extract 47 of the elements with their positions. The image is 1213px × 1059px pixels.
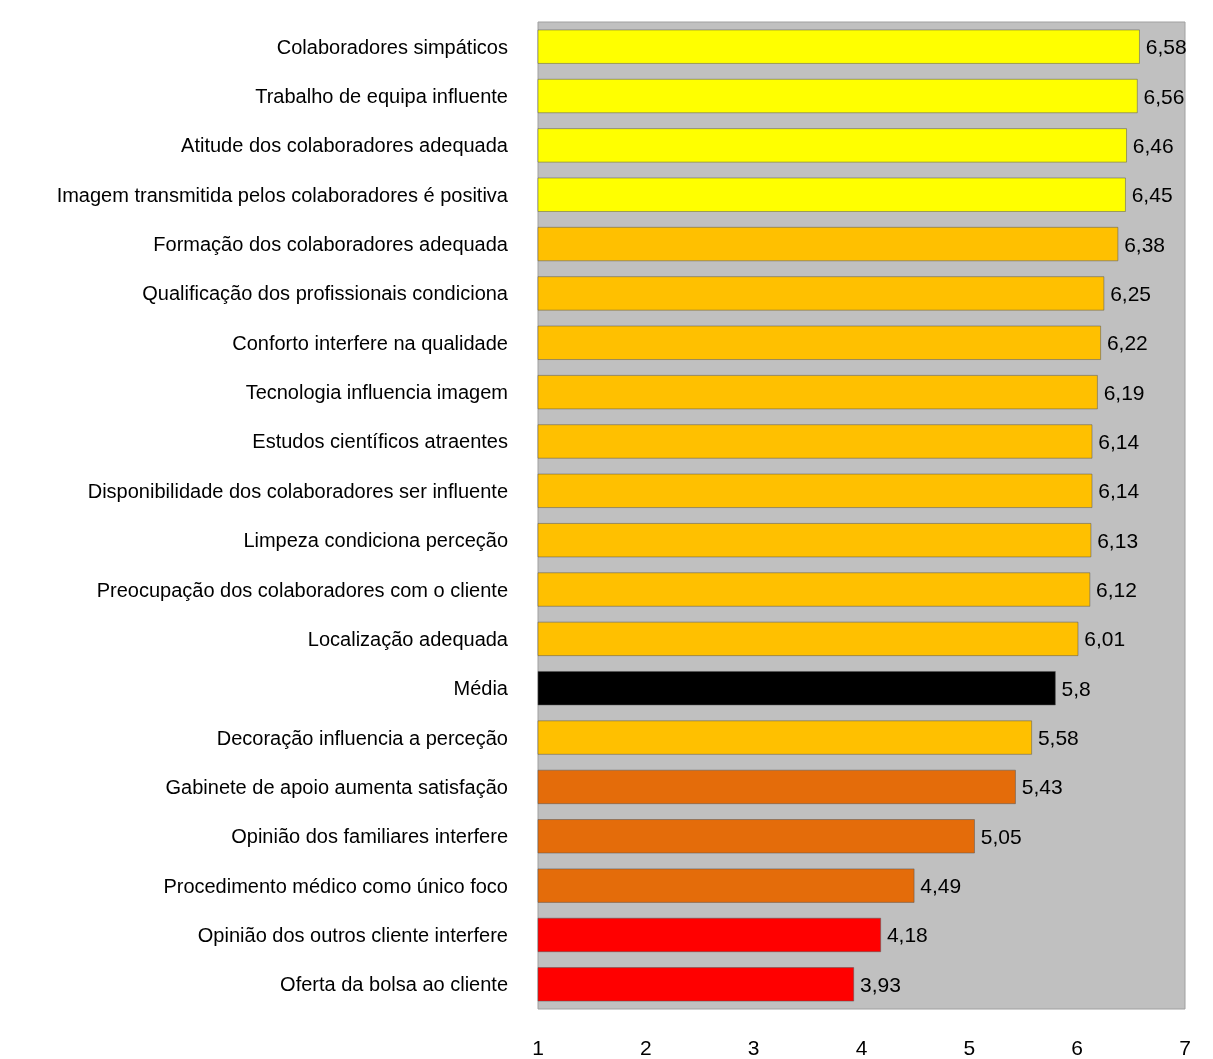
y-tick-label: Imagem transmitida pelos colaboradores é positiva (56, 183, 509, 206)
data-label: 5,58 (1037, 726, 1079, 750)
y-tick-label: Decoração influencia a perceção (216, 726, 508, 749)
data-label: 6,25 (1110, 281, 1151, 305)
x-tick-label: 3 (747, 1036, 760, 1059)
y-tick-label: Oferta da bolsa ao cliente (280, 973, 508, 996)
y-tick-label: Opinião dos familiares interfere (231, 825, 508, 848)
data-label: 5,8 (1061, 676, 1091, 700)
x-tick-label: 1 (532, 1036, 544, 1059)
data-label: 5,05 (980, 824, 1022, 848)
data-label: 6,45 (1131, 183, 1173, 207)
y-tick-label: Colaboradores simpáticos (276, 35, 508, 58)
data-label: 6,38 (1124, 232, 1166, 256)
data-label: 6,14 (1098, 479, 1140, 503)
y-tick-label: Disponibilidade dos colaboradores ser influente (87, 479, 508, 502)
y-tick-label: Gabinete de apoio aumenta satisfação (165, 775, 508, 798)
x-tick-label: 6 (1071, 1036, 1084, 1059)
y-tick-label: Tecnologia influencia imagem (245, 381, 508, 404)
y-tick-label: Qualificação dos profissionais condiciona (142, 282, 509, 305)
y-tick-label: Procedimento médico como único foco (163, 874, 508, 897)
y-tick-label: Limpeza condiciona perceção (243, 529, 508, 552)
data-label: 6,22 (1106, 331, 1148, 355)
x-tick-label: 4 (855, 1036, 868, 1059)
y-tick-label: Atitude dos colaboradores adequada (181, 134, 509, 157)
y-tick-label: Preocupação dos colaboradores com o cliente (96, 578, 508, 601)
y-tick-label: Opinião dos outros cliente interfere (197, 923, 508, 946)
y-tick-label: Localização adequada (307, 627, 509, 650)
data-label: 6,12 (1096, 578, 1137, 602)
data-label: 6,13 (1097, 528, 1139, 552)
y-tick-label: Média (453, 677, 509, 700)
data-label: 3,93 (859, 972, 901, 996)
x-tick-label: 2 (639, 1036, 652, 1059)
data-label: 6,58 (1145, 35, 1187, 59)
y-tick-label: Estudos científicos atraentes (252, 430, 508, 453)
data-label: 4,18 (886, 923, 928, 947)
data-label: 6,56 (1143, 84, 1185, 108)
data-label: 6,19 (1103, 380, 1145, 404)
data-label: 5,43 (1021, 775, 1063, 799)
data-label: 6,46 (1132, 133, 1174, 157)
x-tick-label: 5 (963, 1036, 976, 1059)
data-label: 6,01 (1084, 627, 1126, 651)
y-tick-label: Trabalho de equipa influente (255, 85, 508, 108)
y-tick-label: Formação dos colaboradores adequada (153, 233, 509, 256)
data-label: 4,49 (920, 874, 962, 898)
x-tick-label: 7 (1179, 1036, 1191, 1059)
y-tick-label: Conforto interfere na qualidade (232, 331, 508, 354)
data-label: 6,14 (1098, 429, 1140, 453)
